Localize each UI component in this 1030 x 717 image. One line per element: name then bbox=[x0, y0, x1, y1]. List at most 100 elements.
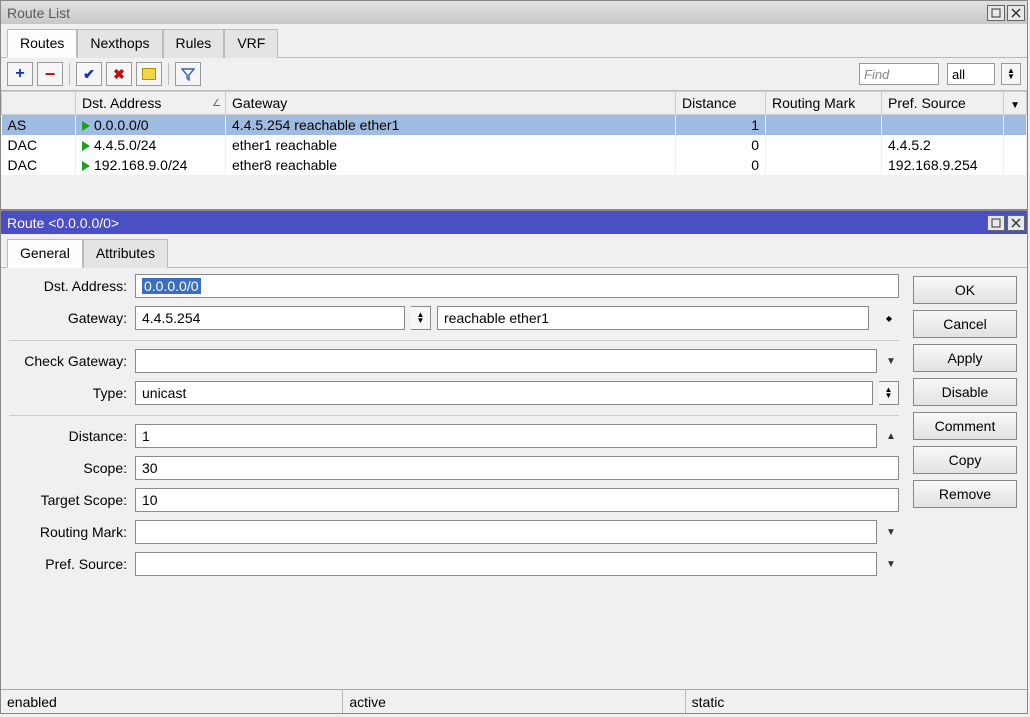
cell-psrc: 192.168.9.254 bbox=[882, 155, 1004, 175]
route-list-titlebar: Route List bbox=[1, 1, 1027, 24]
minimize-icon bbox=[991, 8, 1001, 18]
cell-distance: 0 bbox=[676, 135, 766, 155]
minimize-button[interactable] bbox=[987, 5, 1005, 21]
type-dropdown[interactable]: ▲▼ bbox=[879, 381, 899, 405]
table-row[interactable]: DAC192.168.9.0/24ether8 reachable0192.16… bbox=[2, 155, 1027, 175]
updown-icon: ▲▼ bbox=[885, 387, 893, 399]
type-input[interactable]: unicast bbox=[135, 381, 873, 405]
col-flags[interactable] bbox=[2, 92, 76, 115]
tab-routes[interactable]: Routes bbox=[7, 29, 77, 58]
distance-input[interactable]: 1 bbox=[135, 424, 877, 448]
enable-button[interactable]: ✔ bbox=[76, 62, 102, 86]
checkgw-collapse[interactable]: ▼ bbox=[883, 356, 899, 367]
label-distance: Distance: bbox=[9, 428, 129, 444]
scope-input[interactable]: 30 bbox=[135, 456, 899, 480]
cell-rmark bbox=[766, 135, 882, 155]
gateway-input[interactable]: 4.4.5.254 bbox=[135, 306, 405, 330]
rmark-collapse[interactable]: ▼ bbox=[883, 527, 899, 538]
col-gateway[interactable]: Gateway bbox=[226, 92, 676, 115]
cell-rmark bbox=[766, 115, 882, 136]
route-detail-title: Route <0.0.0.0/0> bbox=[7, 215, 985, 231]
route-detail-titlebar: Route <0.0.0.0/0> bbox=[1, 211, 1027, 234]
gateway-spinner[interactable]: ◆ bbox=[879, 312, 899, 324]
filter-dropdown[interactable]: ▲▼ bbox=[1001, 63, 1021, 85]
routing-mark-input[interactable] bbox=[135, 520, 877, 544]
col-rmark[interactable]: Routing Mark bbox=[766, 92, 882, 115]
filter-select[interactable]: all bbox=[947, 63, 995, 85]
find-input[interactable]: Find bbox=[859, 63, 939, 85]
disable-button[interactable]: ✖ bbox=[106, 62, 132, 86]
copy-button[interactable]: Copy bbox=[913, 446, 1017, 474]
col-dst[interactable]: Dst. Address∠ bbox=[76, 92, 226, 115]
apply-button[interactable]: Apply bbox=[913, 344, 1017, 372]
tab-nexthops[interactable]: Nexthops bbox=[77, 29, 162, 58]
minimize-icon bbox=[991, 218, 1001, 228]
minus-icon: − bbox=[45, 64, 56, 85]
detail-button-column: OK Cancel Apply Disable Comment Copy Rem… bbox=[907, 268, 1027, 689]
tab-rules[interactable]: Rules bbox=[163, 29, 225, 58]
add-button[interactable]: + bbox=[7, 62, 33, 86]
label-psrc: Pref. Source: bbox=[9, 556, 129, 572]
cell-dst: 192.168.9.0/24 bbox=[76, 155, 226, 175]
pref-source-input[interactable] bbox=[135, 552, 877, 576]
label-scope: Scope: bbox=[9, 460, 129, 476]
gateway-dropdown[interactable]: ▲▼ bbox=[411, 306, 431, 330]
check-gateway-input[interactable] bbox=[135, 349, 877, 373]
comment-button[interactable] bbox=[136, 62, 162, 86]
updown-icon: ▲▼ bbox=[1007, 68, 1015, 80]
chevron-down-icon: ▼ bbox=[1010, 100, 1020, 111]
cancel-button[interactable]: Cancel bbox=[913, 310, 1017, 338]
separator bbox=[9, 340, 899, 341]
cell-menu bbox=[1004, 135, 1027, 155]
route-table-header: Dst. Address∠ Gateway Distance Routing M… bbox=[2, 92, 1027, 115]
detail-minimize-button[interactable] bbox=[987, 215, 1005, 231]
cell-menu bbox=[1004, 155, 1027, 175]
active-icon bbox=[82, 141, 90, 151]
tab-attributes[interactable]: Attributes bbox=[83, 239, 168, 268]
dst-address-value: 0.0.0.0/0 bbox=[142, 278, 201, 294]
route-list-title: Route List bbox=[7, 5, 985, 21]
filter-button[interactable] bbox=[175, 62, 201, 86]
separator-2 bbox=[9, 415, 899, 416]
cell-flags: DAC bbox=[2, 135, 76, 155]
route-list-toolbar: + − ✔ ✖ Find all ▲▼ bbox=[1, 58, 1027, 91]
route-form: Dst. Address: 0.0.0.0/0 Gateway: 4.4.5.2… bbox=[1, 268, 907, 689]
cell-distance: 1 bbox=[676, 115, 766, 136]
distance-collapse[interactable]: ▲ bbox=[883, 431, 899, 442]
tab-vrf[interactable]: VRF bbox=[224, 29, 278, 58]
check-icon: ✔ bbox=[83, 66, 95, 83]
remove-button[interactable]: − bbox=[37, 62, 63, 86]
table-row[interactable]: AS0.0.0.0/04.4.5.254 reachable ether11 bbox=[2, 115, 1027, 136]
route-list-window: Route List Routes Nexthops Rules VRF + −… bbox=[0, 0, 1028, 210]
active-icon bbox=[82, 121, 90, 131]
col-psrc[interactable]: Pref. Source bbox=[882, 92, 1004, 115]
psrc-collapse[interactable]: ▼ bbox=[883, 559, 899, 570]
col-menu[interactable]: ▼ bbox=[1004, 92, 1027, 115]
comment-side-button[interactable]: Comment bbox=[913, 412, 1017, 440]
ok-button[interactable]: OK bbox=[913, 276, 1017, 304]
funnel-icon bbox=[181, 67, 195, 81]
plus-icon: + bbox=[15, 65, 24, 83]
disable-side-button[interactable]: Disable bbox=[913, 378, 1017, 406]
route-detail-window: Route <0.0.0.0/0> General Attributes Dst… bbox=[0, 210, 1028, 714]
detail-close-button[interactable] bbox=[1007, 215, 1025, 231]
cell-flags: AS bbox=[2, 115, 76, 136]
updown-icon: ▲▼ bbox=[417, 312, 425, 324]
target-scope-input[interactable]: 10 bbox=[135, 488, 899, 512]
close-button[interactable] bbox=[1007, 5, 1025, 21]
table-row[interactable]: DAC4.4.5.0/24ether1 reachable04.4.5.2 bbox=[2, 135, 1027, 155]
gateway-reach: reachable ether1 bbox=[437, 306, 869, 330]
status-enabled: enabled bbox=[1, 690, 343, 713]
dst-address-input[interactable]: 0.0.0.0/0 bbox=[135, 274, 899, 298]
toolbar-separator bbox=[69, 63, 70, 85]
close-icon bbox=[1011, 8, 1021, 18]
status-active: active bbox=[343, 690, 685, 713]
col-distance[interactable]: Distance bbox=[676, 92, 766, 115]
label-type: Type: bbox=[9, 385, 129, 401]
remove-side-button[interactable]: Remove bbox=[913, 480, 1017, 508]
toolbar-separator-2 bbox=[168, 63, 169, 85]
cell-dst: 0.0.0.0/0 bbox=[76, 115, 226, 136]
cell-menu bbox=[1004, 115, 1027, 136]
cell-rmark bbox=[766, 155, 882, 175]
tab-general[interactable]: General bbox=[7, 239, 83, 268]
